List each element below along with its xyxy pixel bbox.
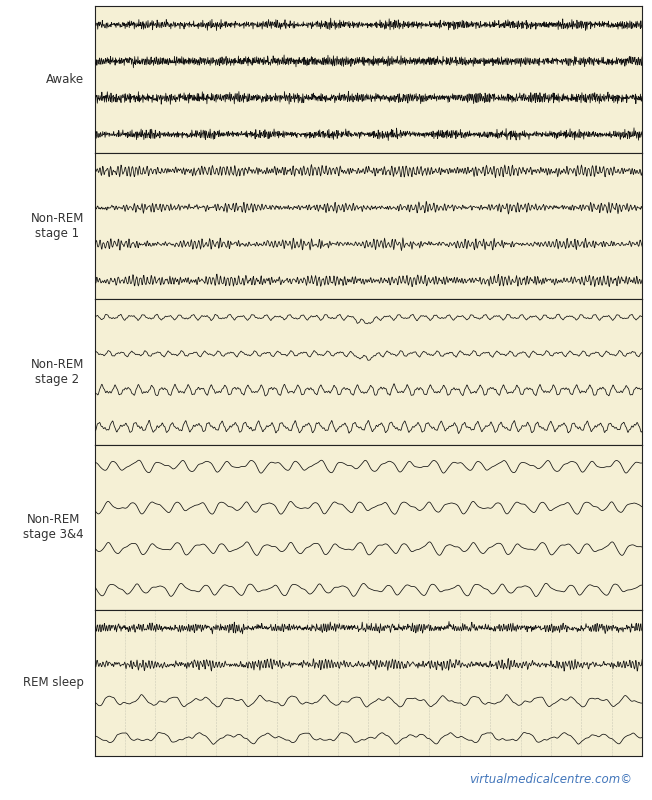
Text: REM sleep: REM sleep (23, 676, 84, 690)
Text: Non-REM
stage 2: Non-REM stage 2 (31, 358, 84, 386)
Text: virtualmedicalcentre.com©: virtualmedicalcentre.com© (469, 773, 632, 786)
Text: Non-REM
stage 1: Non-REM stage 1 (31, 212, 84, 240)
Text: Awake: Awake (46, 73, 84, 86)
Text: Non-REM
stage 3&4: Non-REM stage 3&4 (23, 514, 84, 542)
